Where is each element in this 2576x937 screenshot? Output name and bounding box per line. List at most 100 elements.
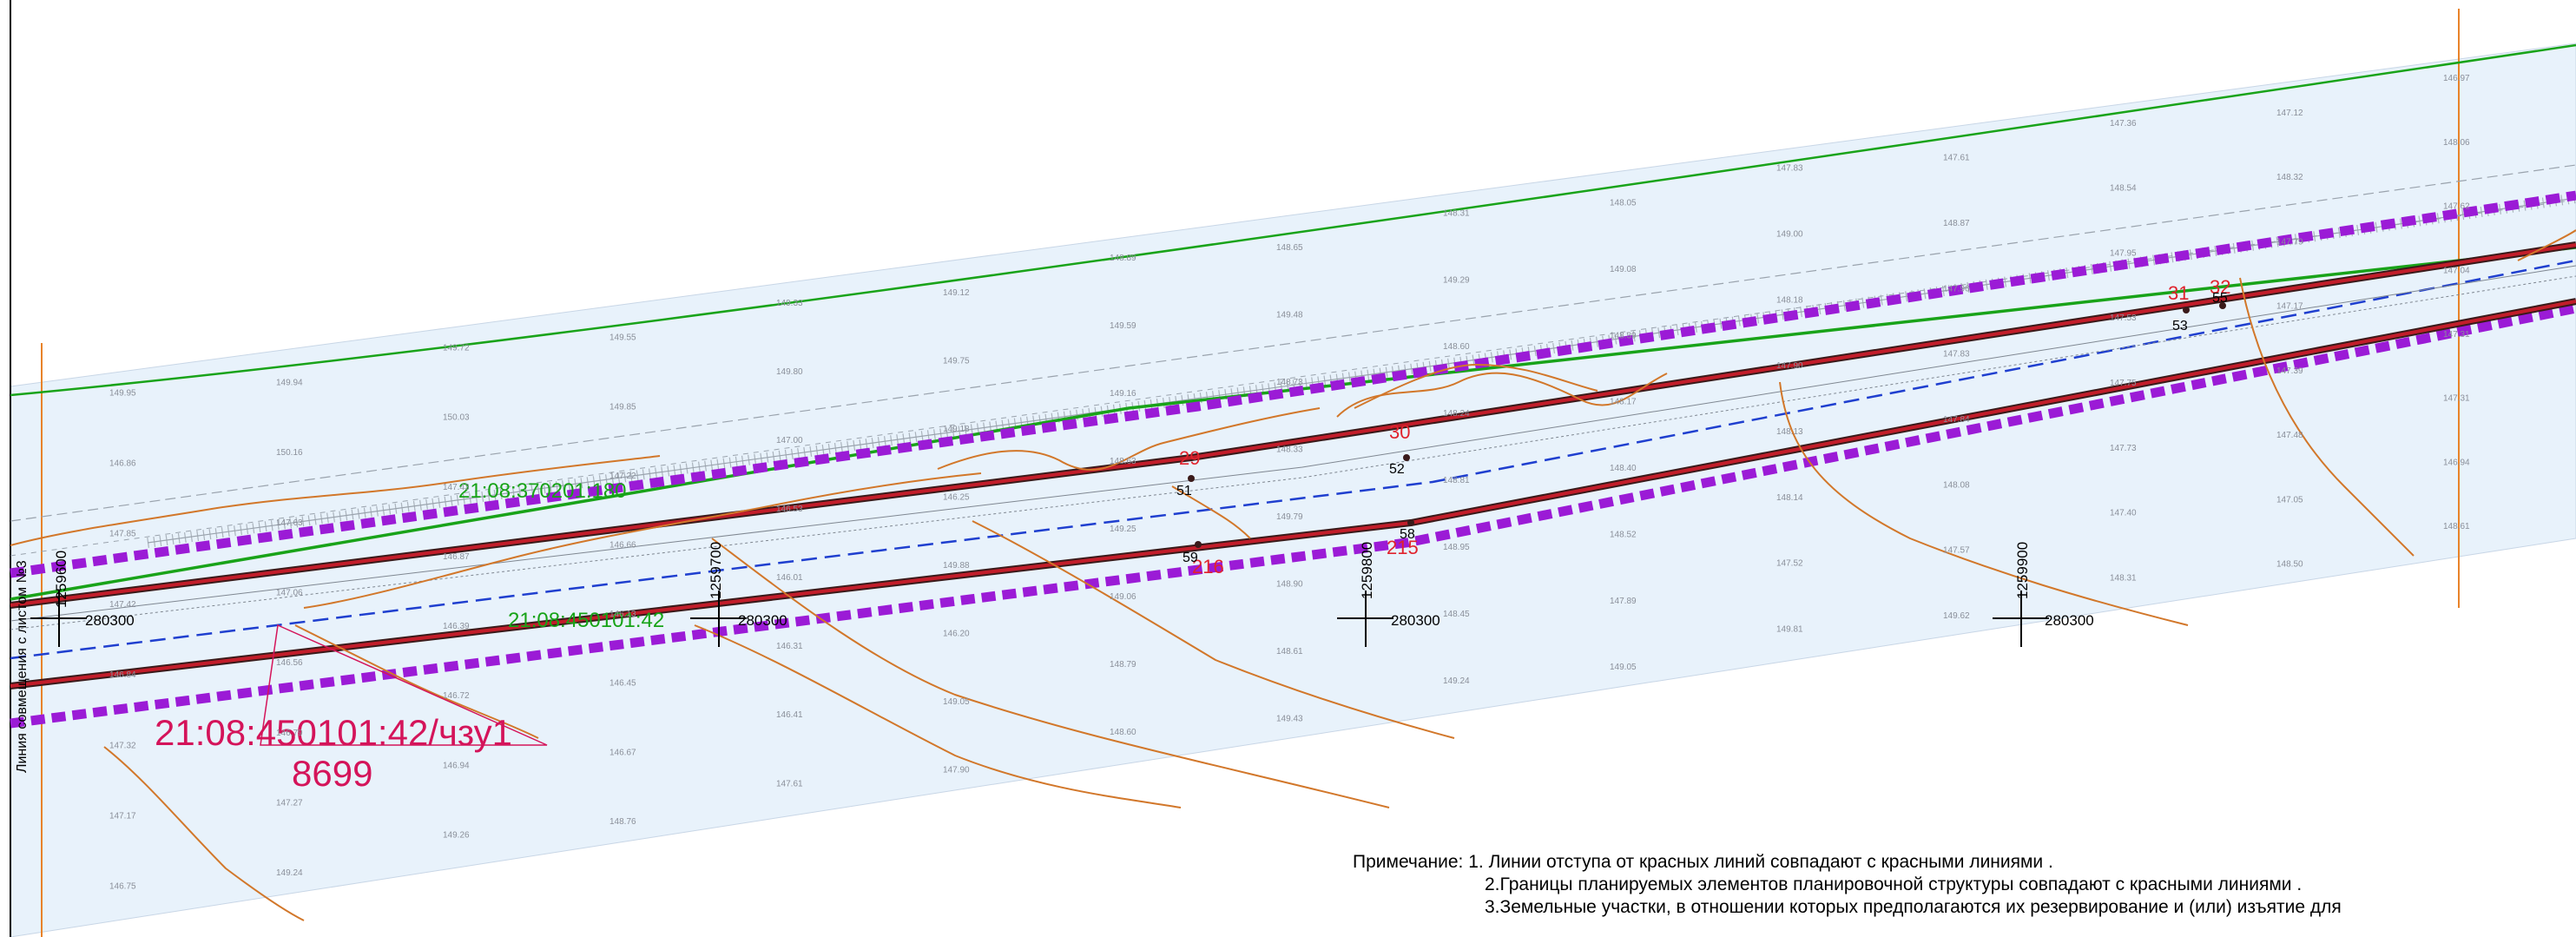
- spot-elevation: 146.39: [443, 622, 470, 631]
- spot-elevation: 149.05: [1610, 663, 1637, 672]
- grid-x-label-1: 1259600: [53, 551, 69, 608]
- spot-elevation: 149.80: [776, 367, 803, 377]
- spot-elevation: 148.50: [2276, 560, 2303, 570]
- spot-elevation: 146.31: [776, 642, 803, 651]
- spot-elevation: 148.17: [1610, 398, 1637, 407]
- spot-elevation: 147.90: [943, 766, 970, 775]
- spot-elevation: 149.79: [1276, 512, 1303, 522]
- spot-elevation: 149.94: [276, 379, 303, 388]
- spot-elevation: 147.53: [2110, 313, 2137, 323]
- spot-elevation: 149.43: [1276, 714, 1303, 723]
- spot-elevation: 148.63: [1110, 457, 1136, 466]
- spot-elevation: 148.13: [1776, 427, 1803, 437]
- point-black-53: 53: [2172, 319, 2188, 333]
- spot-elevation: 148.87: [1943, 219, 1970, 228]
- spot-elevation: 146.72: [443, 691, 470, 701]
- notes-block: Примечание: 1. Линии отступа от красных …: [1353, 851, 2568, 919]
- spot-elevation: 148.31: [2110, 573, 2137, 583]
- spot-elevation: 146.66: [609, 541, 636, 551]
- spot-elevation: 146.75: [109, 882, 136, 892]
- spot-elevation: 148.79: [1110, 660, 1136, 670]
- spot-elevation: 148.61: [1276, 647, 1303, 657]
- spot-elevation: 147.43: [443, 483, 470, 492]
- spot-elevation: 149.33: [776, 299, 803, 308]
- grid-y-label-2: 280300: [738, 612, 787, 629]
- spot-elevation: 146.94: [2443, 458, 2470, 467]
- spot-elevation: 146.25: [943, 493, 970, 503]
- spot-elevation: 147.95: [2110, 248, 2137, 258]
- spot-elevation: 148.08: [1943, 480, 1970, 490]
- spot-elevation: 148.90: [1276, 580, 1303, 590]
- spot-elevation: 147.89: [1610, 597, 1637, 606]
- spot-elevation: 146.94: [443, 761, 470, 770]
- spot-elevation: 148.18: [1776, 295, 1803, 305]
- spot-elevation: 148.52: [1610, 530, 1637, 539]
- spot-elevation: 146.84: [109, 670, 136, 680]
- spot-elevation: 149.25: [1110, 525, 1136, 534]
- spot-elevation: 149.75: [943, 357, 970, 366]
- point-red-31: 31: [2168, 282, 2189, 304]
- spot-elevation: 149.24: [1443, 676, 1470, 686]
- spot-elevation: 147.84: [1943, 415, 1970, 425]
- spot-elevation: 149.55: [609, 333, 636, 343]
- spot-elevation: 147.75: [2110, 379, 2137, 388]
- spot-elevation: 149.26: [443, 831, 470, 841]
- spot-elevation: 146.86: [109, 459, 136, 469]
- spot-elevation: 147.48: [2276, 431, 2303, 440]
- spot-elevation: 149.72: [443, 344, 470, 353]
- spot-elevation: 149.59: [1110, 321, 1136, 331]
- spot-elevation: 149.88: [943, 561, 970, 571]
- spot-elevation: 148.40: [1610, 464, 1637, 473]
- sheet-join-label: Линия совмещения с листом №3: [15, 560, 30, 773]
- spot-elevation: 147.12: [2276, 109, 2303, 118]
- spot-elevation: 149.24: [276, 868, 303, 878]
- grid-x-label-4: 1259900: [2014, 542, 2031, 599]
- spot-elevation: 149.16: [1110, 389, 1136, 399]
- grid-y-label-3: 280300: [1391, 612, 1440, 629]
- spot-elevation: 148.54: [2110, 184, 2137, 194]
- spot-elevation: 147.39: [2276, 366, 2303, 376]
- spot-elevation: 148.76: [609, 817, 636, 827]
- spot-elevation: 148.31: [1443, 208, 1470, 218]
- spot-elevation: 146.67: [609, 748, 636, 757]
- spot-elevation: 147.40: [2110, 509, 2137, 518]
- spot-elevation: 149.18: [943, 425, 970, 434]
- point-black-51: 51: [1176, 484, 1192, 498]
- spot-elevation: 148.81: [1443, 476, 1470, 485]
- spot-elevation: 146.87: [443, 552, 470, 562]
- point-black-58: 58: [1400, 527, 1415, 542]
- spot-elevation: 148.24: [1443, 409, 1470, 419]
- spot-elevation: 148.95: [1443, 543, 1470, 552]
- spot-elevation: 150.16: [276, 448, 303, 458]
- spot-elevation: 148.60: [1110, 728, 1136, 737]
- cadastral-label-south: 21:08:450101:42: [508, 609, 664, 632]
- notes-item-3: 3.Земельные участки, в отношении которых…: [1353, 896, 2568, 919]
- spot-elevation: 149.12: [943, 288, 970, 298]
- point-black-52: 52: [1389, 462, 1405, 477]
- point-red-30: 30: [1389, 421, 1410, 443]
- spot-elevation: 147.52: [1776, 559, 1803, 569]
- spot-elevation: 147.73: [2110, 444, 2137, 453]
- spot-elevation: 147.17: [109, 812, 136, 822]
- spot-elevation: 149.08: [1610, 265, 1637, 274]
- spot-elevation: 147.04: [2443, 266, 2470, 275]
- spot-elevation: 149.06: [1110, 592, 1136, 602]
- spot-elevation: 147.85: [109, 530, 136, 539]
- spot-elevation: 146.53: [776, 505, 803, 514]
- spot-elevation: 148.39: [1610, 331, 1637, 340]
- grid-y-label-1: 280300: [85, 612, 135, 629]
- spot-elevation: 147.57: [1943, 546, 1970, 556]
- spot-elevation: 149.95: [109, 388, 136, 398]
- spot-elevation: 148.60: [1443, 342, 1470, 352]
- spot-elevation: 149.62: [1943, 611, 1970, 621]
- grid-x-label-3: 1259800: [1359, 542, 1375, 599]
- spot-elevation: 146.20: [943, 630, 970, 639]
- spot-elevation: 148.65: [1276, 243, 1303, 253]
- spot-elevation: 146.79: [276, 729, 303, 738]
- spot-elevation: 148.05: [1610, 199, 1637, 208]
- spot-elevation: 147.61: [1943, 154, 1970, 163]
- grid-y-label-4: 280300: [2045, 612, 2094, 629]
- spot-elevation: 146.97: [2443, 74, 2470, 83]
- cadastral-label-north: 21:08:370201:180: [458, 479, 627, 503]
